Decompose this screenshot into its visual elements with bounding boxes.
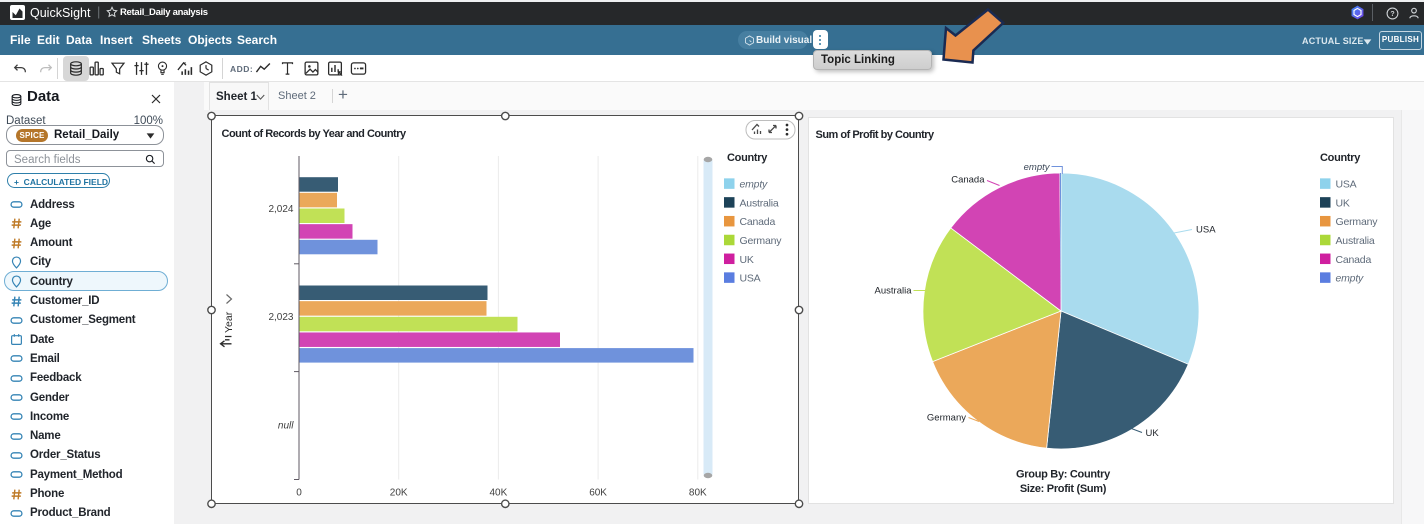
svg-text:?: ? (1390, 11, 1394, 18)
